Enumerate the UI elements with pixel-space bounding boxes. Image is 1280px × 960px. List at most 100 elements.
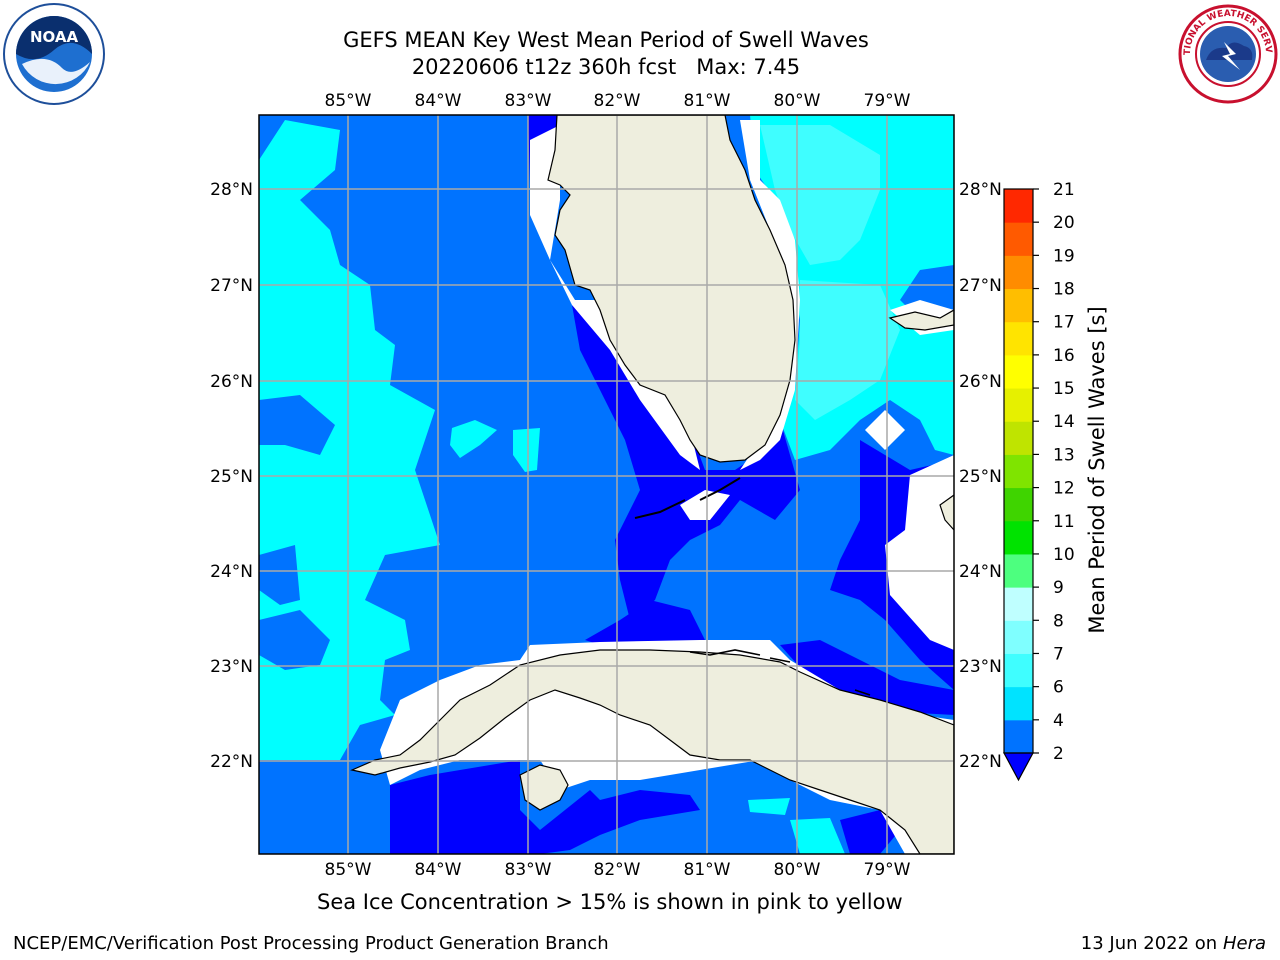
lon-label: 85°W — [325, 91, 372, 111]
sea-ice-note: Sea Ice Concentration > 15% is shown in … — [317, 890, 903, 914]
lat-label: 27°N — [959, 276, 1002, 296]
colorbar-tick-label: 17 — [1053, 313, 1075, 333]
colorbar-segment — [1004, 354, 1033, 389]
colorbar-tick-label: 12 — [1053, 479, 1075, 499]
colorbar-segment — [1004, 454, 1033, 489]
colorbar-segment — [1004, 255, 1033, 290]
colorbar-segment — [1004, 189, 1033, 223]
swell-spot-south-b — [790, 818, 845, 854]
lon-label: 79°W — [864, 91, 911, 111]
colorbar-tick-label: 16 — [1053, 346, 1075, 366]
lon-label: 79°W — [864, 860, 911, 880]
lat-label: 23°N — [959, 657, 1002, 677]
colorbar-tick-label: 7 — [1053, 644, 1064, 664]
colorbar-segment — [1004, 288, 1033, 323]
lat-label: 22°N — [959, 752, 1002, 772]
colorbar-segment — [1004, 487, 1033, 522]
colorbar-tick-label: 19 — [1053, 246, 1075, 266]
colorbar-segment — [1004, 653, 1033, 688]
colorbar-segment — [1004, 520, 1033, 555]
colorbar-segment — [1004, 553, 1033, 588]
chart-subtitle: 20220606 t12z 360h fcst Max: 7.45 — [411, 55, 801, 79]
footer-date-text: 13 Jun 2022 on — [1080, 933, 1218, 954]
swell-patch-west-a — [259, 395, 335, 455]
noaa-logo-text: NOAA — [30, 28, 79, 46]
footer-credit: NCEP/EMC/Verification Post Processing Pr… — [13, 933, 609, 954]
lon-labels-bottom: 85°W 84°W 83°W 82°W 81°W 80°W 79°W — [325, 860, 911, 880]
nodata-bahamas-b — [885, 455, 954, 650]
colorbar-segment — [1004, 388, 1033, 422]
swell-spot-c — [320, 690, 332, 718]
lat-label: 26°N — [210, 372, 253, 392]
lon-label: 81°W — [684, 860, 731, 880]
colorbar-frame — [1003, 188, 1034, 754]
colorbar-segment — [1004, 620, 1033, 654]
colorbar-segment — [1004, 686, 1033, 721]
land-cuba — [350, 649, 954, 854]
colorbar-tick-label: 14 — [1053, 412, 1075, 432]
colorbar-label: Mean Period of Swell Waves [s] — [1085, 306, 1109, 633]
swell-deep-cuba-north — [780, 640, 954, 715]
colorbar-segment — [1004, 421, 1033, 455]
swell-region-west — [259, 120, 440, 760]
lat-label: 28°N — [959, 180, 1002, 200]
colorbar-tick-label: 2 — [1053, 744, 1064, 764]
lon-label: 84°W — [415, 860, 462, 880]
footer-date: 13 Jun 2022 on Hera — [1081, 933, 1266, 954]
lat-label: 24°N — [959, 562, 1002, 582]
map-frame — [258, 114, 955, 855]
colorbar-tick-label: 15 — [1053, 379, 1075, 399]
colorbar: 2 4 6 7 8 9 10 11 12 13 14 15 16 17 18 19 20 21 — [1002, 180, 1075, 782]
lon-label: 85°W — [325, 860, 372, 880]
swell-spot-south-a — [748, 798, 790, 815]
lon-label: 81°W — [684, 91, 731, 111]
lat-label: 25°N — [959, 467, 1002, 487]
swell-deep-straits — [585, 600, 705, 645]
chart-title: GEFS MEAN Key West Mean Period of Swell … — [343, 28, 869, 52]
colorbar-tick-label: 8 — [1053, 611, 1064, 631]
nodata-bahamas-a — [865, 410, 905, 450]
colorbar-segment — [1004, 587, 1033, 621]
lon-label: 82°W — [594, 860, 641, 880]
colorbar-tick-label: 11 — [1053, 512, 1075, 532]
swell-region-east-light-b — [795, 280, 900, 420]
lon-label: 83°W — [505, 860, 552, 880]
lat-labels-right: 22°N 23°N 24°N 25°N 26°N 27°N 28°N — [959, 180, 1002, 772]
lat-label: 27°N — [210, 276, 253, 296]
swell-spot-b — [513, 428, 540, 472]
lat-label: 24°N — [210, 562, 253, 582]
lat-label: 22°N — [210, 752, 253, 772]
swell-spot-a — [450, 420, 497, 458]
nodata-key-west — [680, 490, 730, 520]
colorbar-segment — [1004, 719, 1033, 754]
colorbar-tick-label: 6 — [1053, 678, 1064, 698]
colorbar-tick-label: 10 — [1053, 545, 1075, 565]
lon-label: 82°W — [594, 91, 641, 111]
lon-labels-top: 85°W 84°W 83°W 82°W 81°W 80°W 79°W — [325, 91, 911, 111]
colorbar-extend-arrow — [1002, 752, 1035, 782]
colorbar-segment — [1004, 222, 1033, 256]
lat-label: 23°N — [210, 657, 253, 677]
lat-label: 26°N — [959, 372, 1002, 392]
cuba-north-cays — [689, 649, 871, 696]
swell-patch-west-b — [259, 545, 300, 605]
noaa-logo-icon: NOAA — [3, 3, 105, 105]
land-florida — [547, 115, 796, 463]
colorbar-tick-label: 21 — [1053, 180, 1075, 200]
lon-label: 84°W — [415, 91, 462, 111]
colorbar-segment — [1004, 321, 1033, 356]
lon-label: 80°W — [774, 860, 821, 880]
lat-label: 25°N — [210, 467, 253, 487]
lon-label: 80°W — [774, 91, 821, 111]
swell-patch-west-c — [259, 610, 330, 670]
map-panel — [259, 115, 954, 854]
colorbar-tick-label: 4 — [1053, 711, 1064, 731]
footer-host: Hera — [1222, 933, 1266, 954]
lon-label: 83°W — [505, 91, 552, 111]
lat-labels-left: 22°N 23°N 24°N 25°N 26°N 27°N 28°N — [210, 180, 253, 772]
colorbar-tick-label: 13 — [1053, 445, 1075, 465]
nodata-florida-west — [530, 125, 700, 470]
colorbar-tick-label: 9 — [1053, 578, 1064, 598]
swell-deep-southeast — [840, 810, 900, 854]
